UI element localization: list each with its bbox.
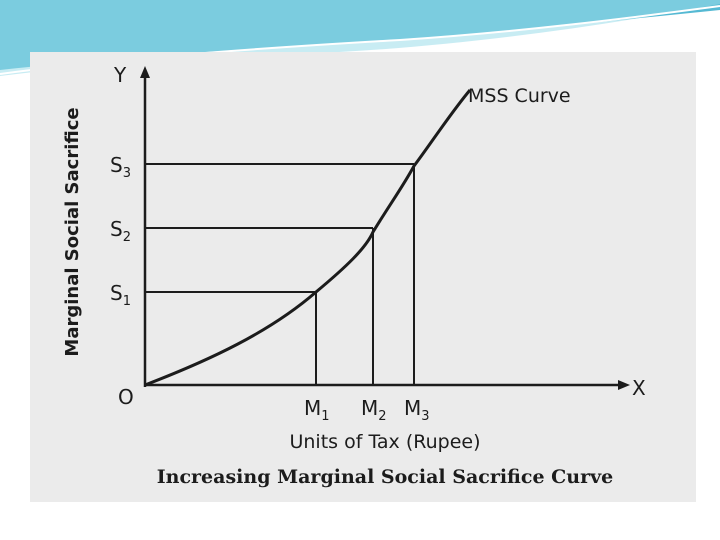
diagram-caption: Increasing Marginal Social Sacrifice Cur…	[156, 466, 614, 488]
s3-label: S3	[110, 153, 131, 181]
origin-label: O	[118, 385, 134, 409]
s1-label: S1	[110, 281, 131, 309]
y-axis-letter: Y	[113, 63, 127, 87]
diagram-figure: Y X O Marginal Social Sacrifice MSS Curv…	[30, 52, 696, 502]
y-axis-arrow	[140, 66, 150, 78]
curve-label: MSS Curve	[468, 85, 571, 107]
x-axis-title: Units of Tax (Rupee)	[289, 431, 480, 453]
m2-label: M2	[361, 396, 387, 424]
s2-label: S2	[110, 217, 131, 245]
mss-diagram: Y X O Marginal Social Sacrifice MSS Curv…	[62, 63, 646, 453]
mss-curve	[144, 89, 472, 387]
m1-label: M1	[304, 396, 330, 424]
y-axis-title: Marginal Social Sacrifice	[62, 107, 83, 356]
x-axis-letter: X	[632, 376, 646, 400]
x-axis-arrow	[618, 380, 630, 390]
m3-label: M3	[404, 396, 430, 424]
